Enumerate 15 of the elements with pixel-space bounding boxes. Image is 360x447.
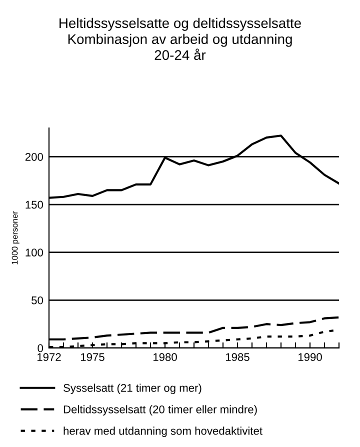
y-tick-label: 100: [26, 248, 44, 256]
x-tick-label: 1985: [226, 353, 250, 362]
y-tick-label: 50: [32, 296, 44, 304]
x-tick-label: 1990: [298, 353, 322, 362]
y-tick-label: 200: [25, 152, 44, 161]
y-tick-label: 0: [38, 344, 44, 352]
legend-label: herav med utdanning som hovedaktivitet: [64, 426, 262, 437]
legend-label: Deltidssysselsatt (20 timer eller mindre): [64, 405, 257, 416]
legend-label: Sysselsatt (21 timer og mer): [64, 384, 202, 394]
x-tick-label: 1980: [153, 353, 177, 362]
x-tick-label: 1975: [80, 353, 104, 362]
chart-title: Heltidssysselsatte og deltidssysselsatte Kombinasjon av arbeid og utdanning 20-24 år: [60, 18, 301, 60]
y-axis-title: 1000 personer: [12, 211, 20, 264]
y-tick-label: 150: [26, 200, 44, 209]
x-tick-label: 1972: [37, 353, 61, 362]
